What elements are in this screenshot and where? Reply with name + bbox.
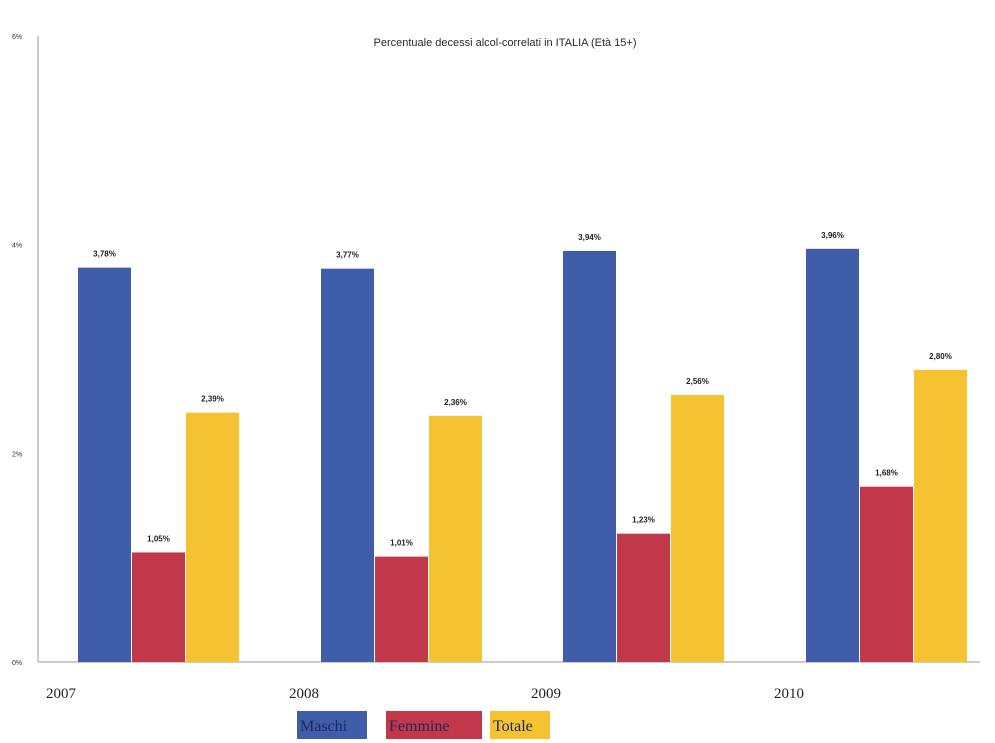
data-label: 1,01% [390, 539, 413, 548]
x-tick-label: 2008 [289, 686, 319, 702]
data-label: 2,39% [201, 395, 224, 404]
y-tick-label: 2% [12, 451, 22, 458]
bar-maschi-2007 [78, 267, 131, 662]
data-label: 2,36% [444, 398, 467, 407]
data-label: 2,56% [686, 377, 709, 386]
data-label: 3,78% [93, 250, 116, 259]
bar-totale-2009 [671, 394, 724, 662]
x-tick-label: 2010 [774, 686, 804, 702]
bar-maschi-2009 [563, 250, 616, 662]
y-tick-label: 6% [12, 34, 22, 41]
bar-totale-2008 [429, 415, 482, 662]
data-label: 3,94% [578, 233, 601, 242]
legend: Maschi Femmine Totale [297, 711, 550, 739]
legend-label-femmine: Femmine [389, 718, 449, 735]
data-label: 3,96% [821, 231, 844, 240]
chart-title: Percentuale decessi alcol-correlati in I… [373, 37, 636, 49]
data-label: 1,23% [632, 516, 655, 525]
y-tick-label: 4% [12, 243, 22, 250]
data-labels: 3,78% 3,77% 3,94% 3,96% 1,05% 1,01% 1,23% 1,68%… [93, 231, 952, 548]
legend-label-maschi: Maschi [300, 718, 348, 735]
bar-femmine-2009 [617, 533, 670, 662]
bars [78, 248, 967, 662]
bar-maschi-2008 [321, 268, 374, 662]
data-label: 1,05% [147, 534, 170, 543]
y-tick-label: 0% [12, 660, 22, 667]
x-tick-label: 2009 [531, 686, 561, 702]
bar-femmine-2007 [132, 552, 185, 662]
bar-maschi-2010 [806, 248, 859, 662]
data-label: 2,80% [929, 352, 952, 361]
x-tick-label: 2007 [46, 686, 77, 702]
bar-totale-2007 [186, 412, 239, 662]
legend-swatch-femmine [386, 711, 482, 739]
legend-label-totale: Totale [493, 718, 533, 735]
data-label: 3,77% [336, 251, 359, 260]
bar-femmine-2008 [375, 556, 428, 662]
x-tick-labels: 2007 2008 2009 2010 [46, 686, 804, 702]
bar-totale-2010 [914, 369, 967, 662]
bar-femmine-2010 [860, 486, 913, 662]
legend-swatch-totale [490, 711, 550, 739]
legend-swatch-maschi [297, 711, 367, 739]
data-label: 1,68% [875, 469, 898, 478]
